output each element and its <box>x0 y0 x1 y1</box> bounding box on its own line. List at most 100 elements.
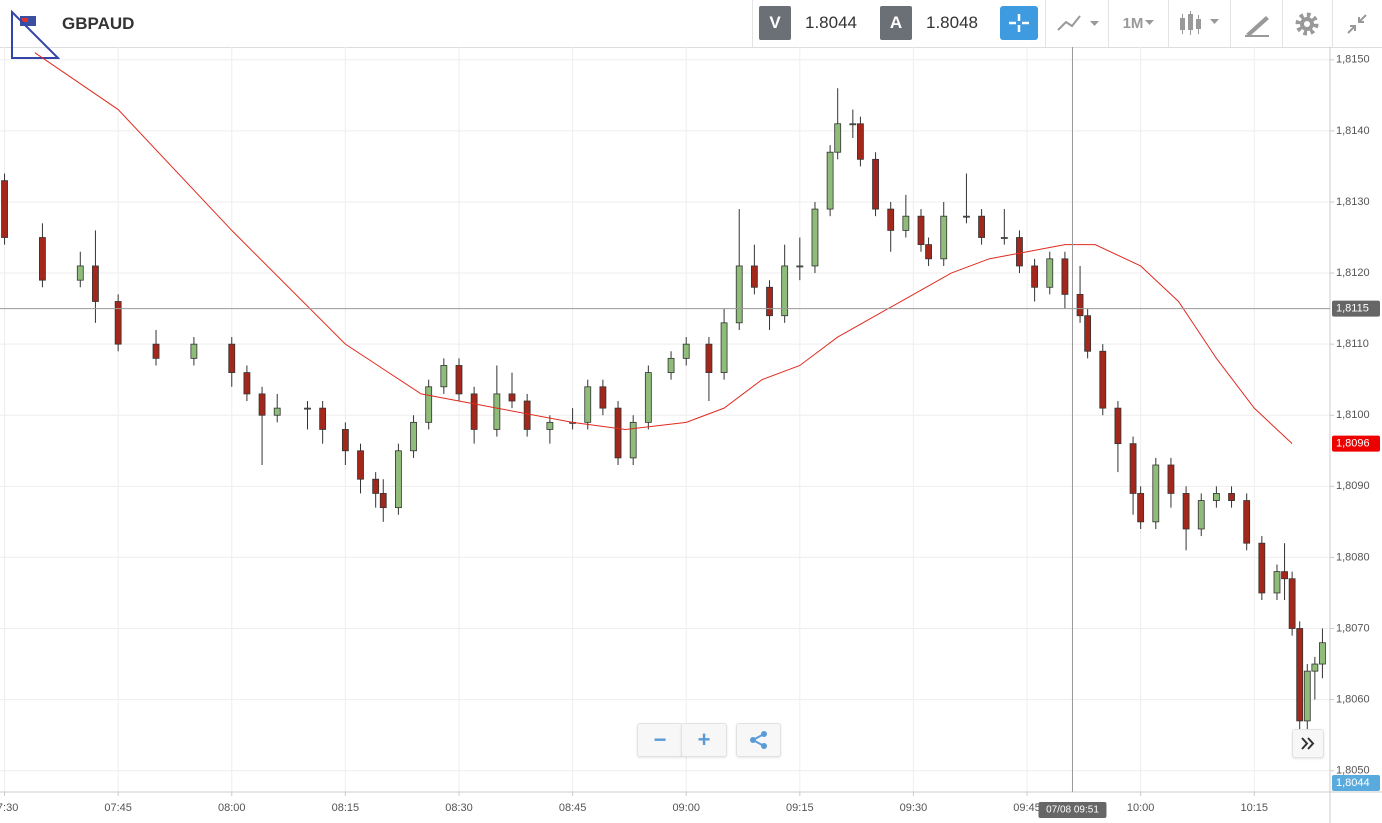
candle-body <box>857 123 864 160</box>
y-tick-label: 1,8140 <box>1336 125 1370 137</box>
candle-body <box>1076 293 1084 317</box>
x-tick-label: 09:30 <box>900 802 928 814</box>
x-tick-label: 10:15 <box>1240 802 1268 814</box>
chart-type-button[interactable] <box>1056 12 1102 36</box>
sell-label[interactable]: V <box>759 6 791 40</box>
candle-body <box>917 215 925 246</box>
candle-body <box>394 450 402 509</box>
toolbar: GBPAUD V 1.8044 A 1.8048 1M <box>0 0 1382 59</box>
candle-body <box>1319 642 1326 665</box>
candle-body <box>1167 464 1175 494</box>
candle-body <box>720 322 728 373</box>
x-tick-label: 07:45 <box>104 802 132 814</box>
candle-body <box>1084 315 1092 352</box>
candle-body <box>1137 493 1145 523</box>
x-tick-label: 08:00 <box>218 802 246 814</box>
y-tick-label: 1,8050 <box>1336 765 1370 777</box>
candle-body <box>1182 493 1190 530</box>
candle-body <box>440 365 448 388</box>
candle-body <box>584 386 592 423</box>
candle-body <box>1228 493 1235 501</box>
candle-body <box>629 421 637 459</box>
zoom-in-button[interactable]: + <box>681 723 727 757</box>
price-box <box>1332 775 1380 791</box>
timeframe[interactable]: 1M <box>1114 6 1164 40</box>
candle-body <box>1212 493 1220 501</box>
settings-button[interactable] <box>1294 11 1320 37</box>
candle-body <box>410 421 417 452</box>
symbol: GBPAUD <box>62 13 135 33</box>
moving-average <box>34 52 1293 445</box>
candle-body <box>1061 258 1069 295</box>
plot-area <box>0 47 1330 792</box>
candle-body <box>273 407 281 416</box>
x-tick-label: 09:45 <box>1013 802 1041 814</box>
candle-body <box>546 421 554 430</box>
y-tick-label: 1,8090 <box>1336 480 1370 492</box>
candle-body <box>644 372 652 423</box>
candle-body <box>304 407 311 410</box>
y-tick-label: 1,8060 <box>1336 693 1370 705</box>
candle-body <box>811 208 819 267</box>
x-tick-label: 08:30 <box>445 802 473 814</box>
candle-body <box>735 265 743 324</box>
candle-body <box>228 343 236 373</box>
candle-body <box>92 265 99 302</box>
buy-label[interactable]: A <box>880 6 912 40</box>
candle-body <box>1099 350 1107 409</box>
candle-body <box>614 407 622 459</box>
crosshair-x-label: 07/08 09:51 <box>1046 805 1099 816</box>
candle-body <box>1311 663 1319 672</box>
x-tick-label: 07:30 <box>0 802 18 814</box>
zoom-out-button[interactable]: − <box>637 723 683 757</box>
x-tick-label: 09:00 <box>672 802 700 814</box>
candle-body <box>750 265 758 288</box>
candle-body <box>1258 542 1266 594</box>
candle-body <box>425 386 433 423</box>
candle-body <box>1129 443 1137 494</box>
candle-body <box>39 237 46 281</box>
buy-price[interactable]: 1.8048 <box>926 13 978 32</box>
crosshair-y-label: 1,8115 <box>1336 303 1369 315</box>
y-tick-label: 1,8120 <box>1336 267 1370 279</box>
candle-body <box>705 343 713 373</box>
crosshair-button[interactable] <box>1000 6 1038 40</box>
candle-body <box>1296 628 1304 722</box>
candle-body <box>152 343 160 359</box>
candle-body <box>319 407 327 430</box>
candle-body <box>1016 237 1023 267</box>
sell-price[interactable]: 1.8044 <box>805 13 857 32</box>
ma-value-box <box>1332 435 1380 452</box>
candle-body <box>243 372 251 395</box>
flag-logo <box>11 10 60 59</box>
candle-type-button[interactable] <box>1178 10 1224 38</box>
price-label: 1,8044 <box>1336 777 1370 789</box>
crosshair-y-box <box>1332 300 1380 317</box>
candle-body <box>849 123 857 126</box>
collapse-button[interactable] <box>1345 12 1369 36</box>
chart: 1,8050 1,8060 1,8070 1,8080 1,8090 1,8100 1,81… <box>0 47 1382 823</box>
candle-body <box>1197 500 1205 530</box>
candle-body <box>1303 670 1311 722</box>
x-tick-label: 08:45 <box>559 802 587 814</box>
candle-body <box>796 265 804 268</box>
candle-body <box>902 215 910 231</box>
y-tick-label: 1,8100 <box>1336 409 1370 421</box>
y-tick-label: 1,8130 <box>1336 196 1370 208</box>
candle-body <box>1114 407 1122 445</box>
y-tick-label: 1,8070 <box>1336 622 1370 634</box>
candle-body <box>940 215 948 260</box>
candle-body <box>1000 237 1008 239</box>
share-button[interactable] <box>736 723 781 757</box>
candle-body <box>682 343 690 359</box>
candle-body <box>372 478 380 494</box>
candle-body <box>1031 265 1039 288</box>
candle-body <box>978 215 985 238</box>
draw-button[interactable] <box>1242 10 1272 38</box>
scroll-end-button[interactable] <box>1292 729 1324 758</box>
candle-body <box>599 386 607 409</box>
candle-body <box>1243 500 1251 544</box>
ma-value-label: 1,8096 <box>1336 438 1370 450</box>
candle-body <box>357 450 364 480</box>
